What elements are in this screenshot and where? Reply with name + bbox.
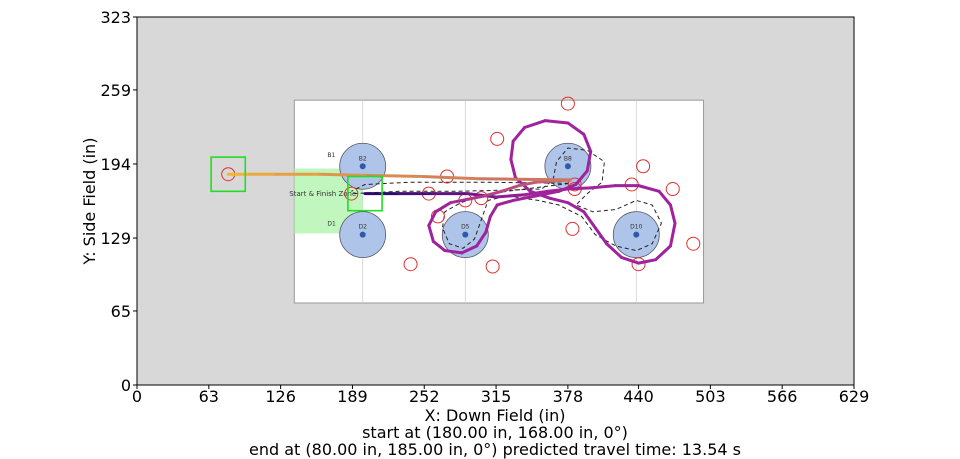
waypoint bbox=[567, 177, 582, 192]
trajectory-segment bbox=[495, 198, 515, 207]
trajectory-segment bbox=[637, 184, 661, 193]
trajectory-segment bbox=[534, 189, 561, 198]
y-axis-label: Y: Side Field (in) bbox=[80, 138, 99, 266]
field-plot: Start & Finish Zone B1 D1 B2 B8 D2 D5 D10 0 63 12… bbox=[80, 8, 870, 425]
trajectory-segment bbox=[605, 242, 623, 259]
trajectory-segment bbox=[517, 180, 538, 188]
field-marker-dot bbox=[462, 231, 469, 238]
trajectory-segment bbox=[443, 249, 464, 255]
field-marker-label: B2 bbox=[359, 155, 367, 162]
y-tick-label: 323 bbox=[100, 8, 131, 27]
trajectory-segment bbox=[593, 226, 609, 246]
side-label: D1 bbox=[327, 220, 336, 227]
field-marker-dot bbox=[564, 163, 571, 170]
trajectory-segment bbox=[557, 182, 578, 193]
trajectory-segment bbox=[548, 196, 570, 205]
trajectory-segment bbox=[475, 230, 488, 248]
x-axis-label: X: Down Field (in) bbox=[425, 406, 566, 425]
waypoint bbox=[665, 182, 680, 197]
x-tick-label: 252 bbox=[409, 387, 440, 406]
trajectory-segment bbox=[317, 172, 367, 177]
trajectory-segment bbox=[589, 184, 618, 190]
side-label: B1 bbox=[327, 152, 335, 159]
waypoint bbox=[686, 236, 701, 251]
trajectory-segment bbox=[448, 197, 470, 205]
field-marker-label: D2 bbox=[358, 224, 367, 231]
waypoint bbox=[636, 159, 651, 174]
field-marker-dot bbox=[359, 231, 366, 238]
field-marker-label: B8 bbox=[564, 155, 572, 162]
trajectory-segment bbox=[488, 203, 499, 218]
trajectory-segment bbox=[566, 201, 586, 214]
trajectory-segment bbox=[500, 184, 521, 193]
trajectory-segment bbox=[582, 132, 593, 153]
trajectory-segment bbox=[668, 203, 677, 225]
trajectory-segment bbox=[427, 210, 438, 227]
trajectory-segment bbox=[668, 221, 677, 248]
x-tick-label: 126 bbox=[265, 387, 296, 406]
x-tick-label: 0 bbox=[132, 387, 142, 406]
trajectory-segment bbox=[566, 186, 593, 191]
field-marker-label: D5 bbox=[461, 224, 470, 231]
waypoint bbox=[631, 257, 646, 272]
y-tick-label: 129 bbox=[100, 229, 131, 248]
trajectory-segment bbox=[434, 201, 452, 214]
trajectory-segment bbox=[574, 169, 589, 186]
x-tick-label: 503 bbox=[695, 387, 726, 406]
field-marker-dot bbox=[633, 231, 640, 238]
waypoint bbox=[403, 257, 418, 272]
waypoint bbox=[560, 96, 575, 111]
caption-end: end at (80.00 in, 185.00 in, 0°) predict… bbox=[249, 440, 741, 459]
trajectory-segment bbox=[460, 244, 479, 255]
trajectory-segment bbox=[494, 193, 527, 199]
trajectory-segment bbox=[585, 149, 593, 173]
x-tick-label: 378 bbox=[553, 387, 584, 406]
trajectory-segment bbox=[483, 189, 504, 198]
robot-end-box bbox=[210, 156, 247, 193]
robot-start-box bbox=[347, 175, 383, 212]
trajectory-segment bbox=[523, 119, 547, 130]
waypoint bbox=[565, 221, 580, 236]
y-tick-label: 65 bbox=[111, 302, 131, 321]
zone-label: Start & Finish Zone bbox=[289, 190, 356, 198]
x-tick-label: 315 bbox=[481, 387, 512, 406]
x-tick-label: 440 bbox=[623, 387, 654, 406]
trajectory-segment bbox=[431, 239, 447, 253]
trajectory-segment bbox=[484, 214, 492, 234]
axes-frame bbox=[136, 16, 855, 386]
trajectory-segment bbox=[654, 244, 672, 262]
x-tick-label: 189 bbox=[337, 387, 368, 406]
trajectory-segment bbox=[363, 173, 424, 179]
trajectory-segment bbox=[657, 189, 672, 207]
trajectory-segment bbox=[543, 119, 570, 125]
x-tick-label: 566 bbox=[767, 387, 798, 406]
y-tick-label: 259 bbox=[100, 81, 131, 100]
trajectory-segment bbox=[582, 210, 597, 230]
field-marker-label: D10 bbox=[630, 224, 642, 231]
trajectory-segment bbox=[619, 255, 641, 265]
trajectory-segment bbox=[466, 194, 487, 201]
caption-start: start at (180.00 in, 168.00 in, 0°) bbox=[362, 423, 628, 442]
waypoint bbox=[490, 131, 505, 146]
y-tick-label: 0 bbox=[121, 376, 131, 395]
trajectory-segment bbox=[511, 126, 527, 143]
trajectory-segment bbox=[477, 177, 572, 182]
trajectory-segment bbox=[566, 121, 586, 136]
trajectory-segment bbox=[637, 258, 658, 265]
trajectory-segment bbox=[511, 194, 538, 202]
waypoint bbox=[485, 259, 500, 274]
trajectory-segment bbox=[509, 157, 517, 180]
trajectory-segment bbox=[534, 179, 555, 184]
waypoint bbox=[344, 186, 359, 201]
y-tick-label: 194 bbox=[100, 155, 131, 174]
field-marker-dot bbox=[359, 163, 366, 170]
x-tick-label: 63 bbox=[199, 387, 219, 406]
trajectory-segment bbox=[420, 175, 481, 181]
x-tick-label: 629 bbox=[839, 387, 870, 406]
trajectory-segment bbox=[427, 223, 435, 243]
trajectory-segment bbox=[509, 139, 515, 161]
